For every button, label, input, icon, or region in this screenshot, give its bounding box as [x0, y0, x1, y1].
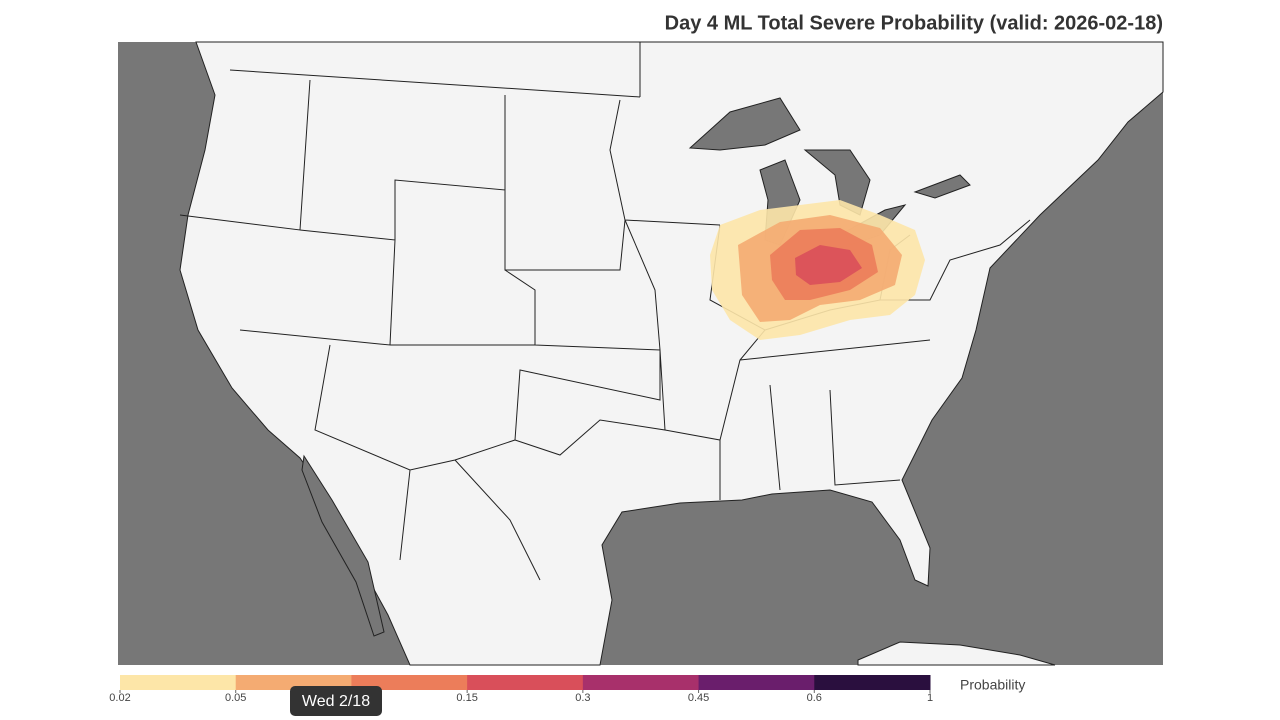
probability-contour: [795, 245, 862, 285]
land: [179, 41, 1164, 666]
colorbar-label: Probability: [960, 677, 1025, 693]
colorbar-segment: [582, 675, 700, 690]
colorbar-tick-label: 0.6: [807, 692, 822, 704]
map-title: Day 4 ML Total Severe Probability (valid…: [665, 12, 1163, 34]
colorbar-segment: [698, 675, 815, 690]
map: [118, 41, 1164, 666]
state-borders: [179, 42, 1031, 581]
colorbar: 0.02 0.05 0.15 0.3 0.45 0.6 1: [109, 675, 933, 704]
colorbar-segment: [351, 675, 468, 690]
probability-contours: [710, 200, 925, 340]
colorbar-tick-label: 0.02: [109, 692, 130, 704]
colorbar-tick-label: 0.05: [225, 692, 246, 704]
tooltip-text: Wed 2/18: [302, 693, 370, 710]
colorbar-tick-label: 1: [927, 692, 933, 704]
colorbar-segment: [467, 675, 584, 690]
gulf-of-california: [301, 454, 385, 637]
colorbar-segment: [814, 675, 931, 690]
colorbar-segment: [120, 675, 237, 690]
cuba: [857, 641, 1056, 666]
tooltip-box: [290, 686, 382, 716]
date-tooltip[interactable]: Wed 2/18: [290, 686, 382, 716]
colorbar-tick-label: 0.3: [575, 692, 590, 704]
colorbar-tick-label: 0.15: [456, 692, 477, 704]
colorbar-tick-label: 0.45: [688, 692, 709, 704]
